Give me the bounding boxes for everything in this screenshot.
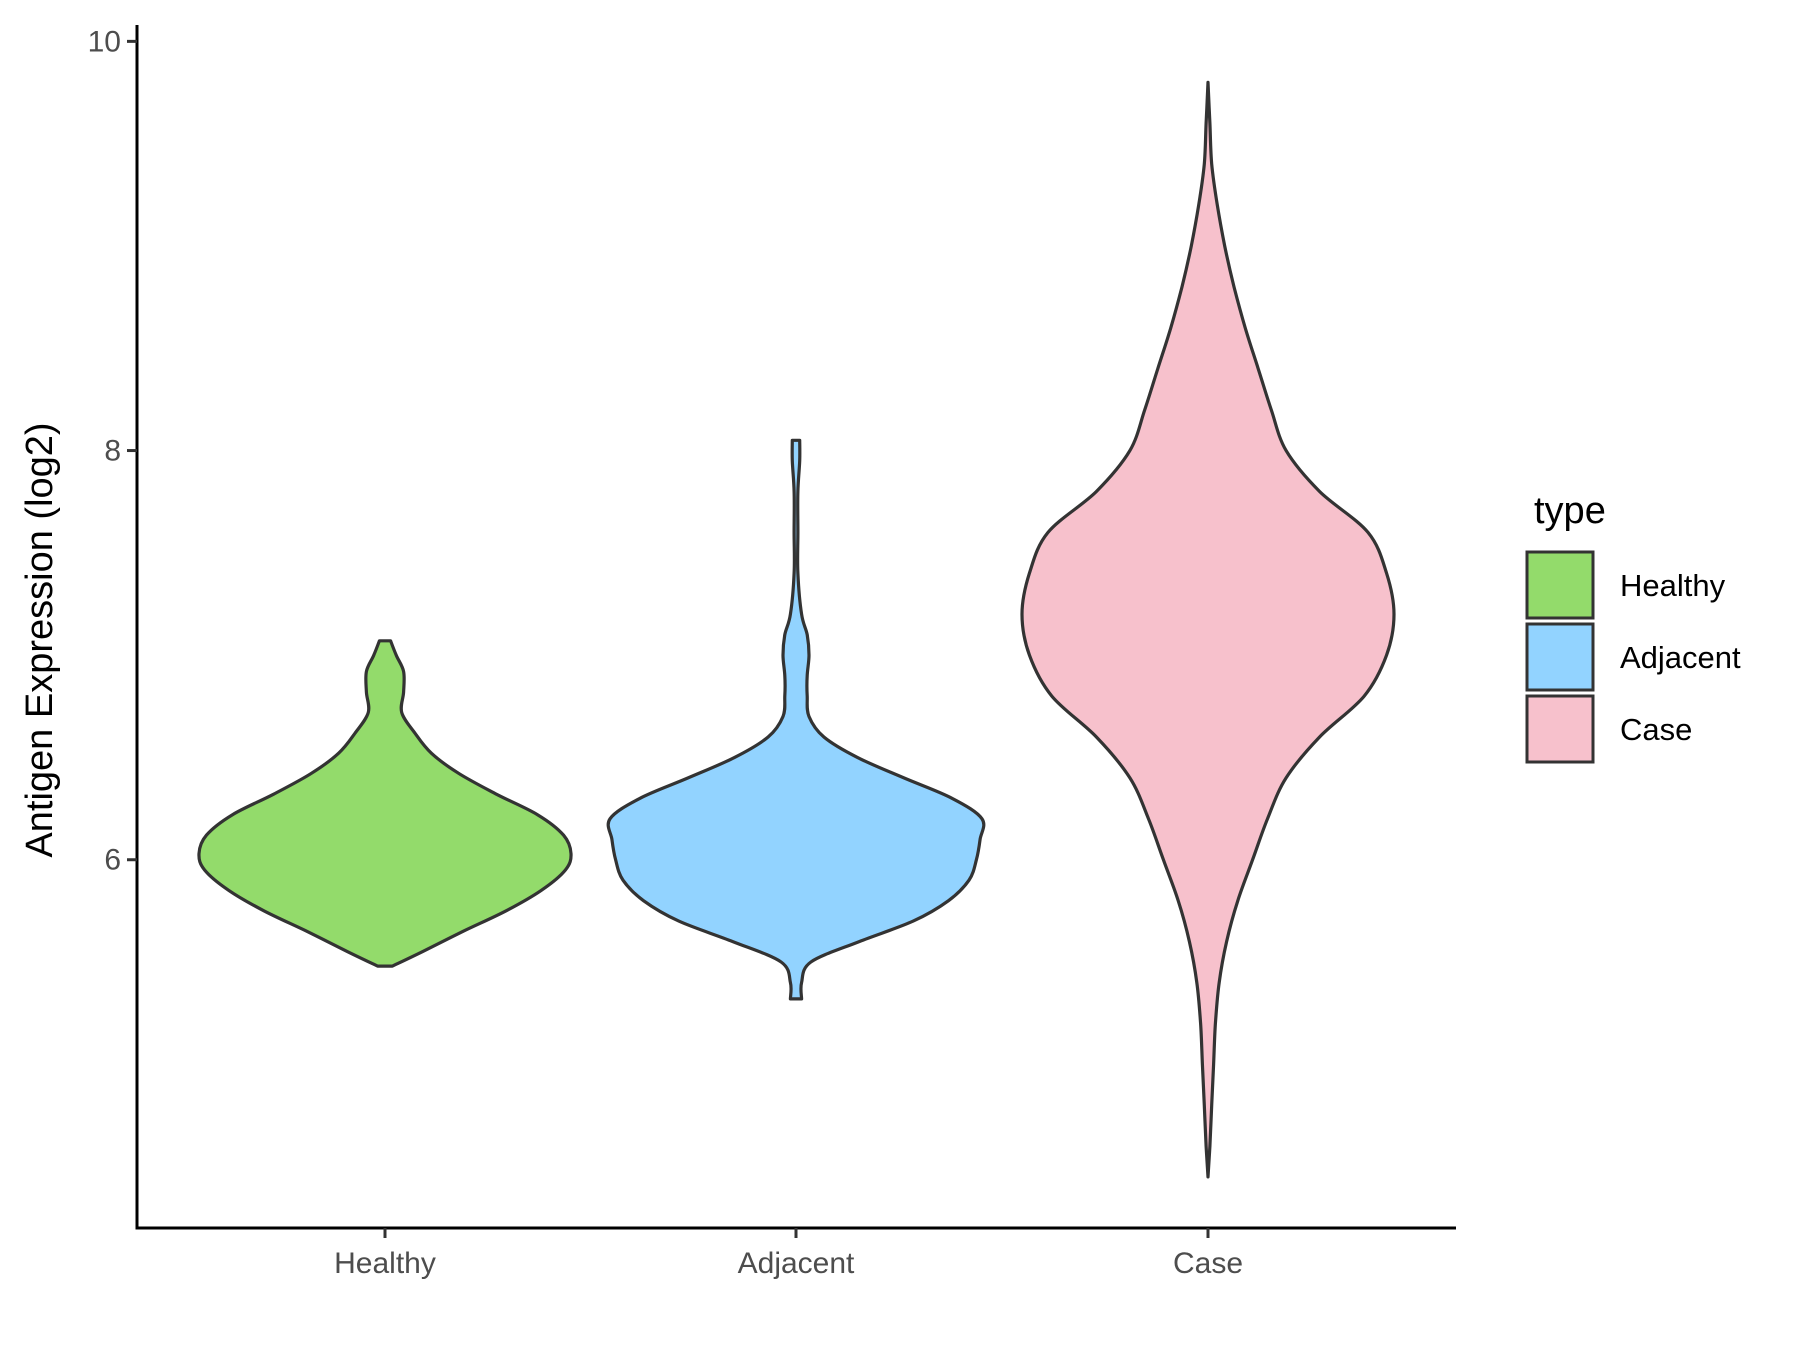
x-tick-label: Adjacent bbox=[738, 1247, 855, 1280]
x-tick-label: Case bbox=[1173, 1247, 1243, 1280]
violin-adjacent bbox=[606, 438, 986, 1001]
y-axis-title: Antigen Expression (log2) bbox=[19, 422, 61, 857]
y-tick-label: 6 bbox=[104, 844, 121, 877]
legend-key-case bbox=[1525, 694, 1595, 764]
x-axis: Healthy Adjacent Case bbox=[135, 1226, 1456, 1280]
y-axis: 6 8 10 bbox=[88, 25, 139, 1228]
y-tick-label: 10 bbox=[88, 25, 121, 58]
violin-case bbox=[1020, 80, 1396, 1179]
violins-layer bbox=[197, 80, 1396, 1179]
violin-healthy bbox=[197, 639, 573, 968]
legend-key-healthy bbox=[1525, 550, 1595, 620]
x-tick-label: Healthy bbox=[334, 1247, 436, 1280]
legend-title: type bbox=[1534, 490, 1606, 532]
y-tick-label: 8 bbox=[104, 435, 121, 468]
legend-label: Case bbox=[1620, 712, 1692, 747]
legend-key-adjacent bbox=[1525, 622, 1595, 692]
legend-items: Healthy Adjacent Case bbox=[1525, 550, 1741, 764]
legend-label: Healthy bbox=[1620, 568, 1726, 603]
legend-label: Adjacent bbox=[1620, 640, 1741, 675]
legend: type Healthy Adjacent Case bbox=[1525, 490, 1741, 764]
